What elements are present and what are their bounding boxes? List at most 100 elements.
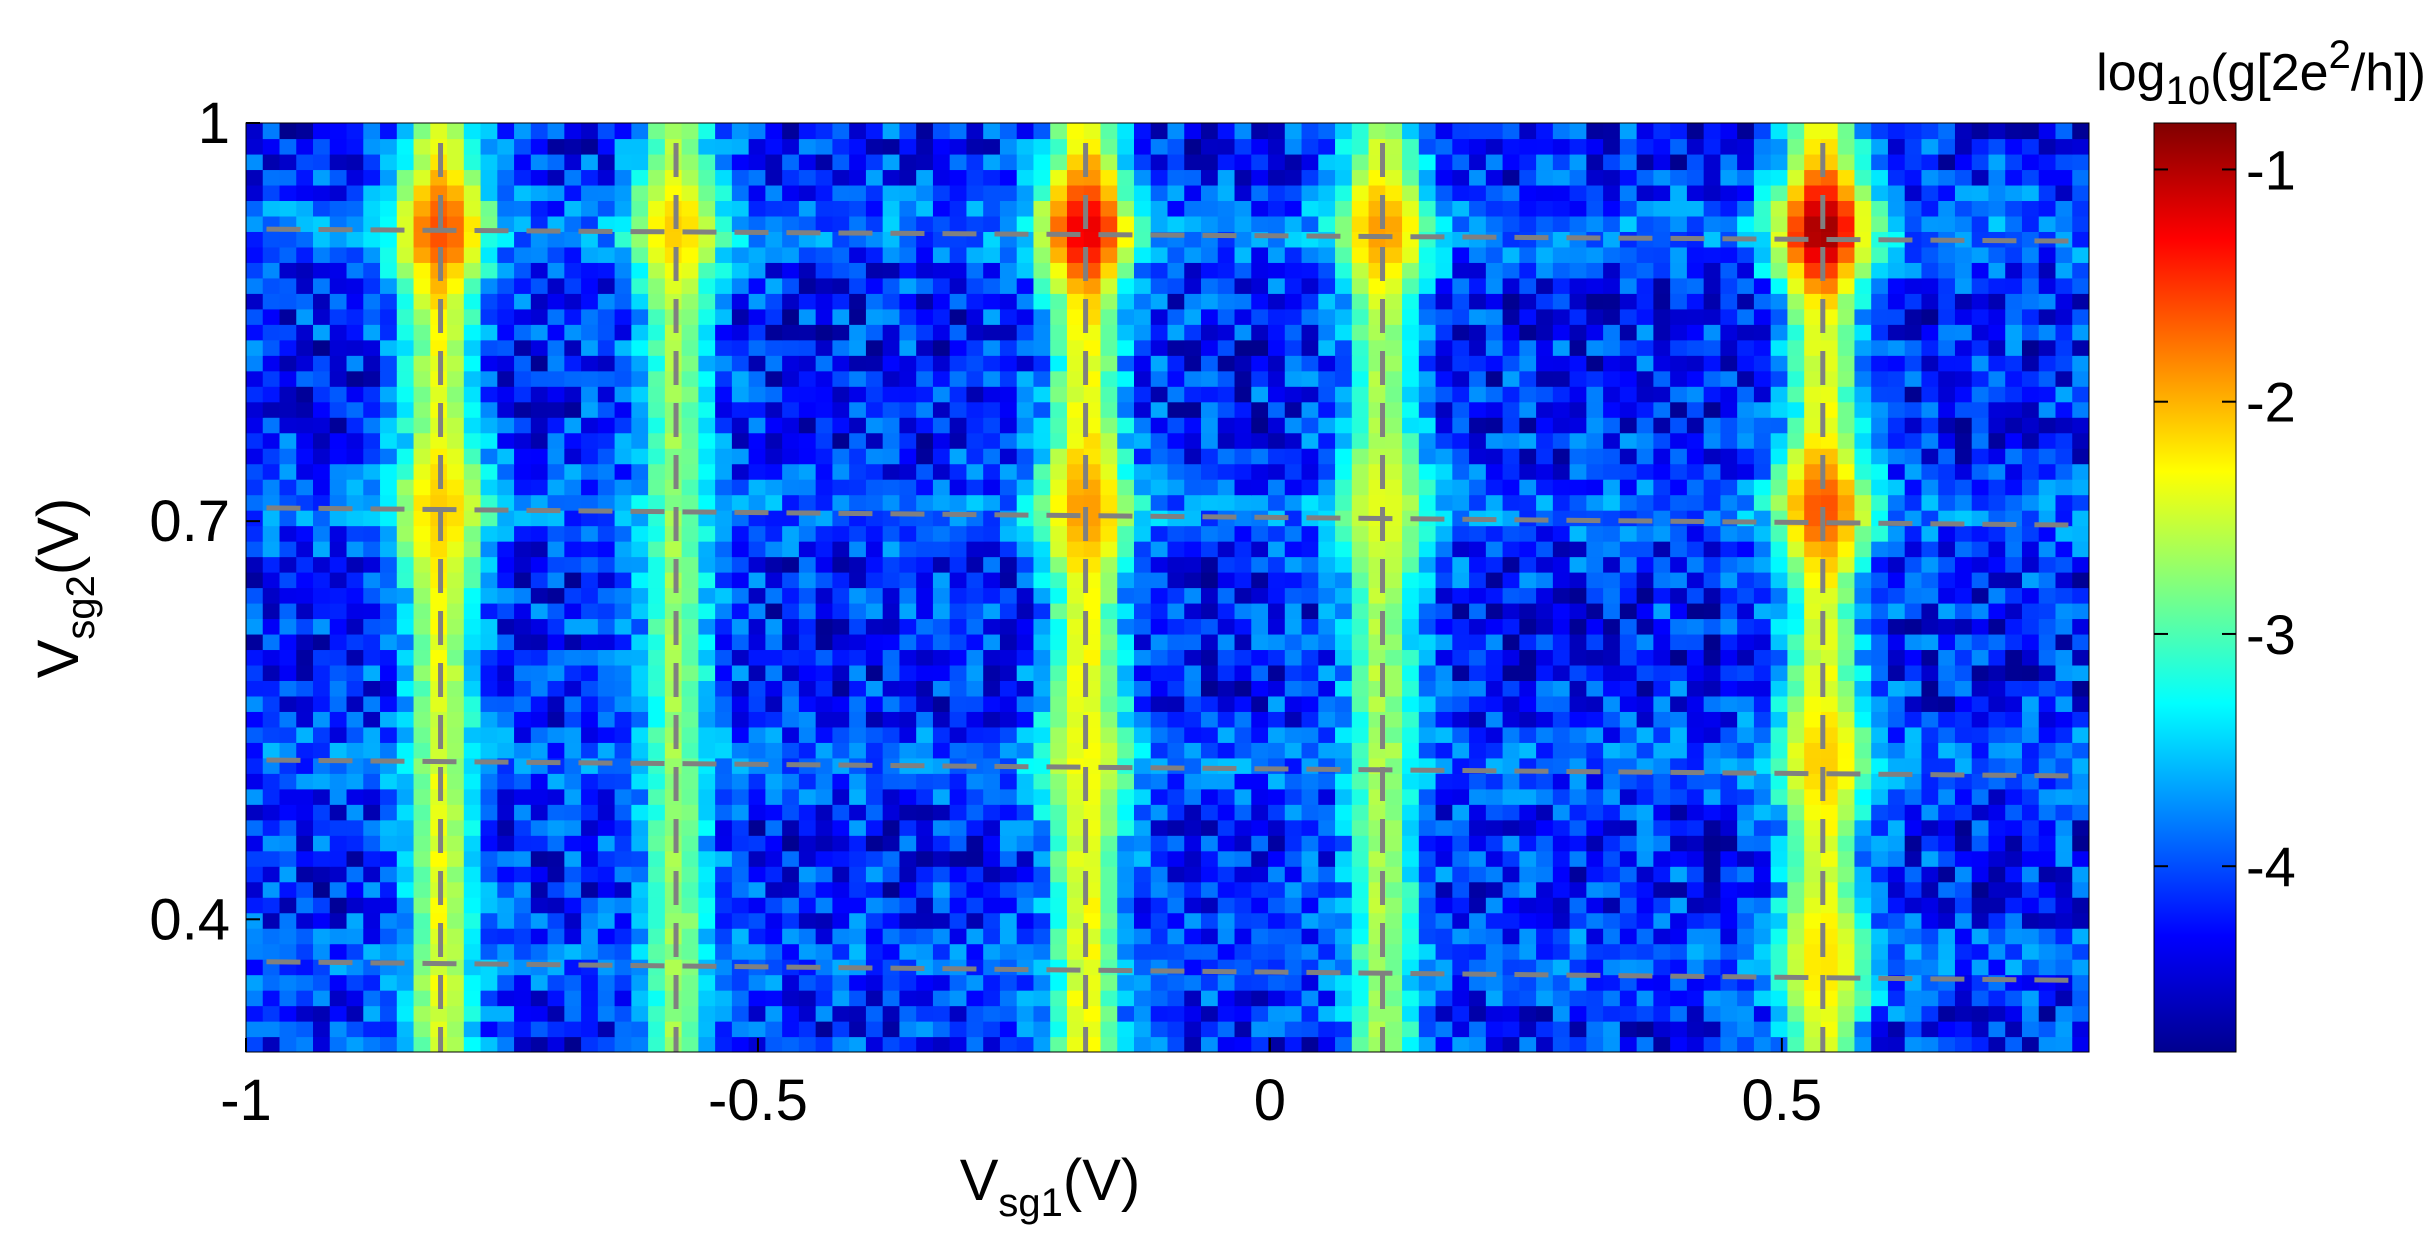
heatmap-cell xyxy=(1603,773,1621,790)
heatmap-cell xyxy=(396,1005,415,1022)
heatmap-cell xyxy=(2021,649,2040,666)
heatmap-cell xyxy=(2055,695,2073,712)
heatmap-cell xyxy=(1033,664,1051,681)
heatmap-cell xyxy=(296,897,314,914)
heatmap-cell xyxy=(664,649,683,666)
heatmap-cell xyxy=(849,835,867,852)
heatmap-cell xyxy=(279,819,297,836)
heatmap-cell xyxy=(1636,726,1654,743)
heatmap-cell xyxy=(731,602,750,620)
heatmap-cell xyxy=(698,928,716,945)
heatmap-cell xyxy=(514,866,532,883)
heatmap-cell xyxy=(1167,463,1185,480)
heatmap-cell xyxy=(396,742,415,759)
heatmap-cell xyxy=(698,897,716,914)
heatmap-cell xyxy=(1050,680,1068,697)
heatmap-cell xyxy=(1904,928,1923,945)
heatmap-cell xyxy=(363,928,381,945)
heatmap-cell xyxy=(631,541,649,558)
heatmap-cell xyxy=(1284,990,1303,1007)
heatmap-cell xyxy=(1804,510,1822,527)
heatmap-cell xyxy=(1100,572,1118,589)
heatmap-cell xyxy=(865,680,884,697)
heatmap-cell xyxy=(279,479,297,496)
heatmap-cell xyxy=(1753,618,1772,635)
heatmap-cell xyxy=(815,788,833,805)
heatmap-cell xyxy=(1804,881,1822,898)
heatmap-cell xyxy=(1452,463,1470,480)
heatmap-cell xyxy=(1636,370,1654,387)
heatmap-cell xyxy=(413,773,431,790)
heatmap-cell xyxy=(1670,990,1688,1007)
heatmap-cell xyxy=(832,664,850,681)
heatmap-cell xyxy=(1586,881,1604,898)
heatmap-cell xyxy=(1854,928,1872,945)
heatmap-cell xyxy=(1770,587,1789,604)
heatmap-cell xyxy=(1904,386,1923,403)
heatmap-cell xyxy=(530,618,549,635)
heatmap-cell xyxy=(1318,850,1336,867)
heatmap-cell xyxy=(1720,432,1738,449)
heatmap-cell xyxy=(865,959,884,976)
heatmap-cell xyxy=(2021,618,2040,635)
heatmap-cell xyxy=(731,370,750,387)
heatmap-cell xyxy=(1284,417,1303,434)
heatmap-cell xyxy=(899,742,917,759)
heatmap-cell xyxy=(1686,618,1705,635)
heatmap-cell xyxy=(1670,850,1688,867)
heatmap-cell xyxy=(715,370,733,387)
heatmap-cell xyxy=(798,556,817,573)
heatmap-cell xyxy=(1921,1036,1939,1052)
heatmap-cell xyxy=(1268,556,1286,573)
heatmap-cell xyxy=(447,1021,465,1038)
heatmap-cell xyxy=(932,664,951,681)
heatmap-cell xyxy=(296,912,314,929)
heatmap-cell xyxy=(581,479,599,496)
heatmap-cell xyxy=(1770,881,1789,898)
heatmap-cell xyxy=(681,401,699,418)
heatmap-cell xyxy=(1971,386,1990,403)
heatmap-cell xyxy=(1938,928,1956,945)
heatmap-cell xyxy=(329,928,348,945)
heatmap-cell xyxy=(698,355,716,372)
heatmap-cell xyxy=(1033,494,1051,511)
heatmap-cell xyxy=(1787,959,1805,976)
heatmap-cell xyxy=(798,339,817,356)
heatmap-cell xyxy=(1854,695,1872,712)
heatmap-cell xyxy=(480,401,498,418)
heatmap-cell xyxy=(2072,866,2089,883)
heatmap-cell xyxy=(1418,463,1437,480)
heatmap-cell xyxy=(2055,633,2073,651)
heatmap-cell xyxy=(296,959,314,976)
heatmap-cell xyxy=(1971,726,1990,743)
heatmap-cell xyxy=(1636,897,1654,914)
heatmap-cell xyxy=(1435,494,1453,511)
heatmap-cell xyxy=(698,386,716,403)
heatmap-cell xyxy=(1167,633,1185,651)
heatmap-cell xyxy=(798,479,817,496)
heatmap-cell xyxy=(865,355,884,372)
heatmap-cell xyxy=(1167,649,1185,666)
heatmap-cell xyxy=(1284,773,1303,790)
heatmap-cell xyxy=(1720,355,1738,372)
heatmap-cell xyxy=(949,881,968,898)
heatmap-cell xyxy=(1335,618,1353,635)
heatmap-cell xyxy=(2072,835,2089,852)
heatmap-cell xyxy=(1837,695,1856,712)
heatmap-cell xyxy=(1871,556,1889,573)
heatmap-cell xyxy=(2038,664,2057,681)
heatmap-cell xyxy=(363,463,381,480)
heatmap-cell xyxy=(1385,355,1403,372)
heatmap-cell xyxy=(1502,897,1520,914)
heatmap-cell xyxy=(447,850,465,867)
heatmap-cell xyxy=(1050,1036,1068,1052)
heatmap-cell xyxy=(313,525,331,542)
heatmap-cell xyxy=(1301,866,1319,883)
heatmap-cell xyxy=(1167,788,1185,805)
heatmap-cell xyxy=(1016,695,1035,712)
heatmap-cell xyxy=(1234,897,1252,914)
heatmap-cell xyxy=(1837,463,1856,480)
heatmap-cell xyxy=(279,370,297,387)
heatmap-cell xyxy=(1284,370,1303,387)
heatmap-cell xyxy=(1184,773,1202,790)
